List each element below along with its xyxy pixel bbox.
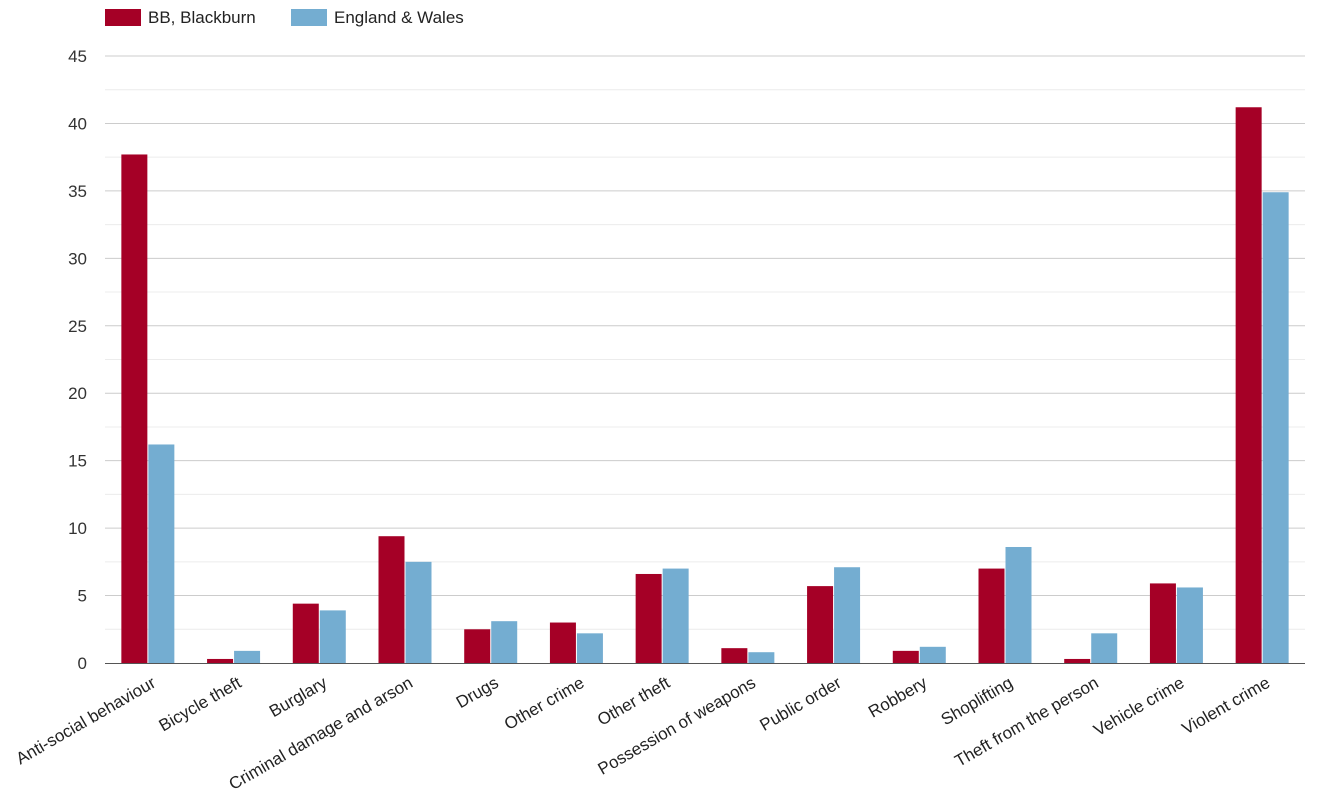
bar-series-2 [1005,546,1032,663]
bar-series-2 [1091,633,1118,663]
bar-series-2 [234,650,261,663]
y-tick-label: 10 [68,519,87,538]
y-tick-label: 40 [68,114,87,133]
bar-series-1 [807,586,834,663]
x-tick-label: Shoplifting [938,673,1016,729]
legend: BB, Blackburn England & Wales [105,8,464,27]
x-tick-label: Bicycle theft [156,673,245,735]
bar-series-2 [1262,192,1289,663]
y-tick-label: 15 [68,452,87,471]
y-tick-label: 5 [78,587,87,606]
y-tick-label: 20 [68,384,87,403]
bar-series-1 [549,622,576,663]
x-tick-label: Theft from the person [951,673,1101,771]
y-tick-label: 35 [68,182,87,201]
legend-label-2: England & Wales [334,8,464,27]
bar-series-1 [1064,658,1091,663]
x-tick-label: Drugs [453,673,502,712]
x-tick-label: Vehicle crime [1090,673,1187,740]
bar-series-2 [1176,587,1203,663]
x-tick-label: Public order [757,673,845,735]
bars [121,107,1289,664]
x-tick-label: Other theft [594,673,673,730]
bar-series-1 [1149,583,1176,663]
bar-series-2 [662,568,689,663]
x-tick-label: Possession of weapons [595,673,759,779]
bar-series-1 [978,568,1005,663]
bar-series-1 [121,154,148,664]
bar-series-2 [576,633,603,663]
bar-series-1 [464,629,491,663]
x-tick-label: Burglary [266,673,331,721]
legend-label-1: BB, Blackburn [148,8,256,27]
bar-series-1 [207,658,234,663]
y-tick-label: 25 [68,317,87,336]
bar-series-1 [378,536,405,663]
major-gridlines [105,55,1305,597]
bar-series-2 [919,646,946,663]
bar-series-1 [721,648,748,663]
legend-swatch-1 [105,9,141,26]
y-tick-label: 0 [78,654,87,673]
bar-series-2 [834,567,861,663]
bar-series-2 [748,652,775,663]
y-tick-label: 30 [68,249,87,268]
x-tick-label: Violent crime [1179,673,1273,738]
bar-series-1 [292,603,319,663]
bar-series-2 [405,561,432,663]
x-tick-label: Robbery [865,673,931,722]
y-tick-label: 45 [68,47,87,66]
minor-gridlines [105,89,1305,630]
bar-series-1 [635,573,662,663]
bar-series-1 [892,650,919,663]
x-tick-label: Other crime [501,673,587,734]
bar-series-1 [1235,107,1262,664]
bar-series-2 [319,610,346,663]
y-axis: 0 5 10 15 20 25 30 35 40 45 [68,47,87,673]
bar-series-2 [491,621,518,663]
bar-series-2 [148,444,175,663]
x-tick-label: Anti-social behaviour [13,673,159,769]
legend-swatch-2 [291,9,327,26]
